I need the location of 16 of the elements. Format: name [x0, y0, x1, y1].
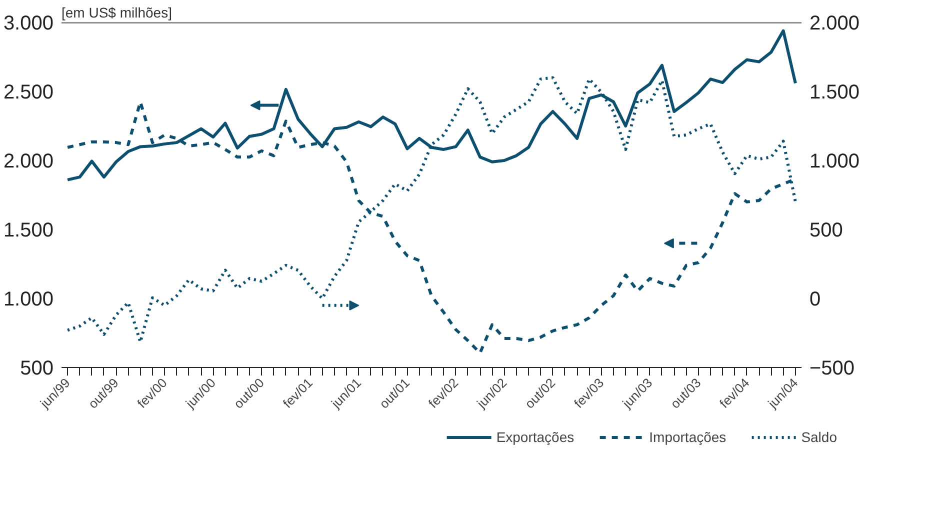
y2-tick-label: 500: [810, 220, 843, 242]
legend-label: Saldo: [801, 429, 837, 445]
y-tick-label: 2.000: [3, 150, 54, 172]
y-axis-title: [em US$ milhões]: [62, 4, 172, 20]
y2-tick-label: 1.500: [810, 82, 860, 104]
y-tick-label: 1.000: [3, 288, 54, 310]
y-tick-label: 500: [20, 358, 54, 380]
y2-tick-label: 0: [810, 288, 821, 310]
y2-tick-label: 1.000: [810, 150, 860, 172]
y-tick-label: 1.500: [3, 220, 54, 242]
legend-label: Importações: [649, 429, 726, 445]
y2-tick-label: 2.000: [810, 12, 860, 34]
legend-label: Exportações: [496, 429, 574, 445]
y-tick-label: 3.000: [3, 12, 54, 34]
y2-tick-label: −500: [810, 358, 855, 380]
y-tick-label: 2.500: [3, 82, 54, 104]
